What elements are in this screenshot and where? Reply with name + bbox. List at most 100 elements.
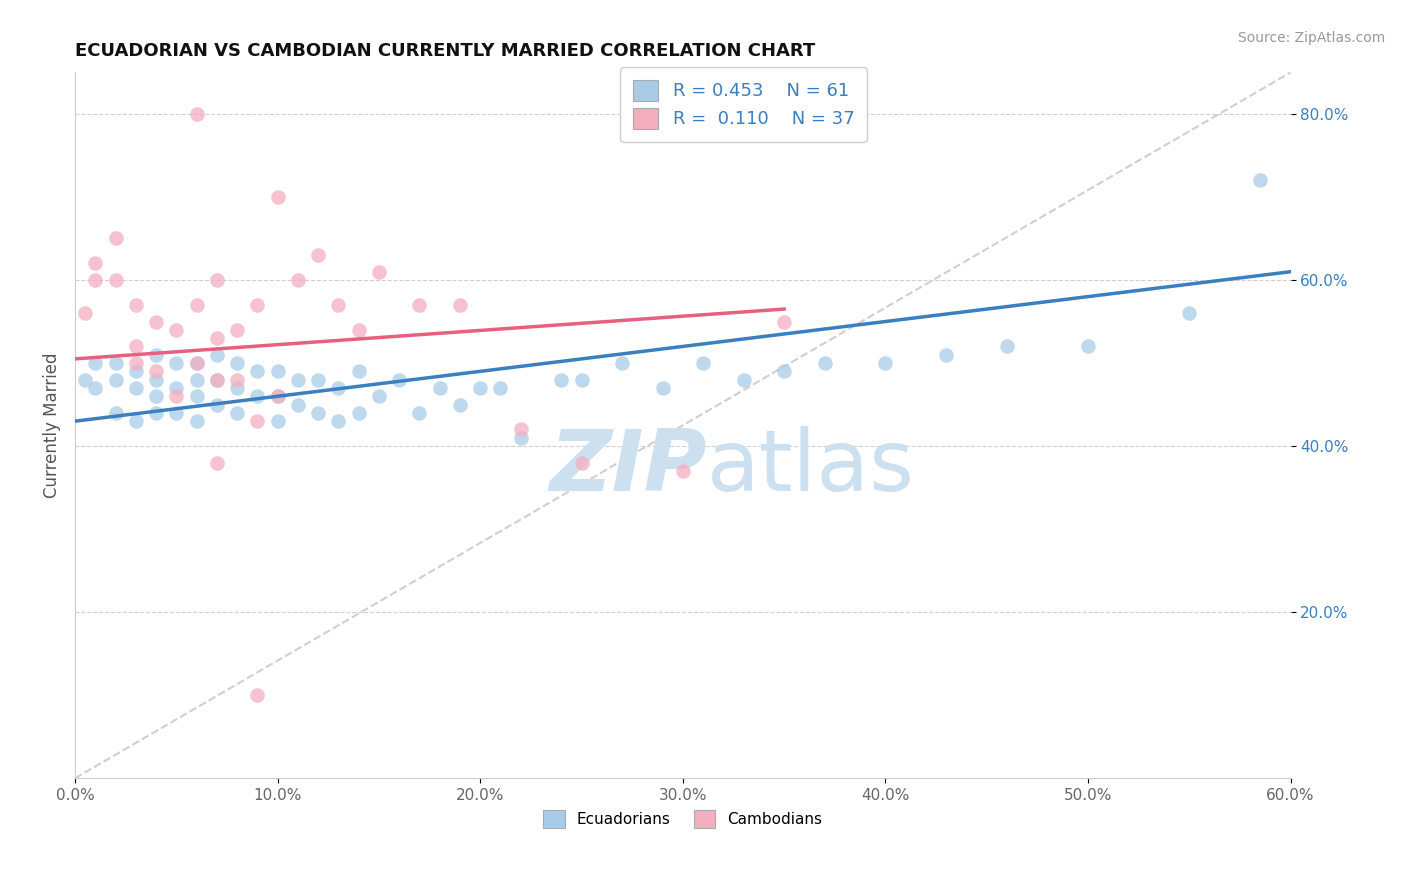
- Point: [733, 373, 755, 387]
- Point: [104, 273, 127, 287]
- Point: [205, 273, 228, 287]
- Point: [307, 373, 329, 387]
- Point: [125, 364, 148, 378]
- Point: [692, 356, 714, 370]
- Point: [307, 406, 329, 420]
- Point: [367, 265, 389, 279]
- Point: [935, 348, 957, 362]
- Point: [773, 314, 796, 328]
- Point: [347, 406, 370, 420]
- Point: [226, 323, 249, 337]
- Point: [246, 389, 269, 403]
- Point: [145, 314, 167, 328]
- Point: [165, 389, 187, 403]
- Text: ECUADORIAN VS CAMBODIAN CURRENTLY MARRIED CORRELATION CHART: ECUADORIAN VS CAMBODIAN CURRENTLY MARRIE…: [75, 42, 815, 60]
- Point: [814, 356, 837, 370]
- Point: [489, 381, 512, 395]
- Point: [449, 298, 471, 312]
- Point: [509, 422, 531, 436]
- Point: [186, 356, 208, 370]
- Point: [307, 248, 329, 262]
- Point: [165, 323, 187, 337]
- Point: [165, 356, 187, 370]
- Text: atlas: atlas: [707, 426, 915, 509]
- Point: [165, 381, 187, 395]
- Point: [287, 273, 309, 287]
- Point: [1178, 306, 1201, 320]
- Point: [145, 406, 167, 420]
- Point: [226, 373, 249, 387]
- Point: [408, 406, 430, 420]
- Point: [246, 688, 269, 702]
- Point: [104, 231, 127, 245]
- Text: Source: ZipAtlas.com: Source: ZipAtlas.com: [1237, 31, 1385, 45]
- Point: [1249, 173, 1271, 187]
- Point: [145, 348, 167, 362]
- Point: [367, 389, 389, 403]
- Point: [186, 298, 208, 312]
- Point: [266, 190, 288, 204]
- Point: [84, 256, 107, 270]
- Point: [347, 323, 370, 337]
- Point: [449, 398, 471, 412]
- Text: ZIP: ZIP: [550, 426, 707, 509]
- Point: [145, 364, 167, 378]
- Point: [287, 398, 309, 412]
- Point: [205, 348, 228, 362]
- Point: [672, 464, 695, 478]
- Point: [84, 381, 107, 395]
- Point: [773, 364, 796, 378]
- Point: [1077, 339, 1099, 353]
- Point: [287, 373, 309, 387]
- Point: [388, 373, 411, 387]
- Point: [125, 339, 148, 353]
- Point: [875, 356, 897, 370]
- Point: [125, 414, 148, 428]
- Point: [186, 356, 208, 370]
- Point: [571, 456, 593, 470]
- Point: [246, 414, 269, 428]
- Point: [186, 373, 208, 387]
- Point: [125, 356, 148, 370]
- Point: [328, 381, 350, 395]
- Point: [266, 389, 288, 403]
- Y-axis label: Currently Married: Currently Married: [44, 352, 60, 498]
- Point: [186, 389, 208, 403]
- Point: [610, 356, 633, 370]
- Point: [246, 364, 269, 378]
- Point: [651, 381, 673, 395]
- Point: [145, 373, 167, 387]
- Point: [84, 273, 107, 287]
- Point: [125, 298, 148, 312]
- Point: [84, 356, 107, 370]
- Point: [266, 364, 288, 378]
- Point: [205, 373, 228, 387]
- Point: [470, 381, 492, 395]
- Point: [328, 298, 350, 312]
- Point: [75, 306, 97, 320]
- Point: [104, 356, 127, 370]
- Point: [186, 107, 208, 121]
- Point: [75, 373, 97, 387]
- Point: [186, 414, 208, 428]
- Point: [226, 356, 249, 370]
- Point: [246, 298, 269, 312]
- Point: [571, 373, 593, 387]
- Point: [408, 298, 430, 312]
- Point: [550, 373, 572, 387]
- Point: [205, 398, 228, 412]
- Point: [205, 331, 228, 345]
- Point: [509, 431, 531, 445]
- Point: [266, 414, 288, 428]
- Point: [165, 406, 187, 420]
- Point: [205, 373, 228, 387]
- Point: [266, 389, 288, 403]
- Point: [226, 381, 249, 395]
- Legend: Ecuadorians, Cambodians: Ecuadorians, Cambodians: [537, 805, 828, 834]
- Point: [104, 373, 127, 387]
- Point: [995, 339, 1018, 353]
- Point: [205, 456, 228, 470]
- Point: [145, 389, 167, 403]
- Point: [104, 406, 127, 420]
- Point: [328, 414, 350, 428]
